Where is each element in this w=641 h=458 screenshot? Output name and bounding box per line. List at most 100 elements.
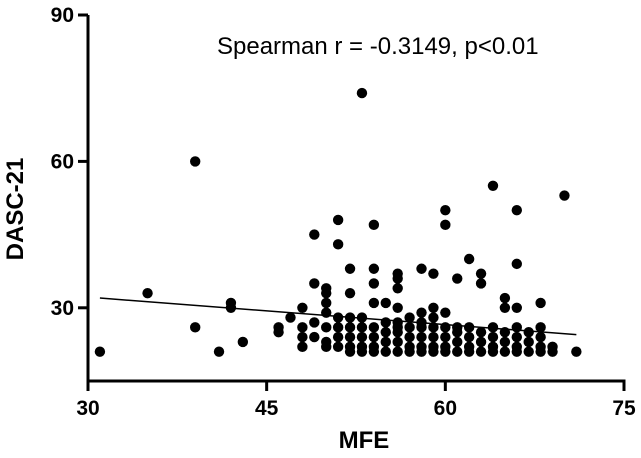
- x-tick-label: 75: [612, 397, 636, 420]
- data-point: [344, 312, 356, 323]
- data-point: [380, 317, 391, 328]
- data-point: [344, 263, 356, 274]
- data-point: [499, 336, 511, 348]
- data-point: [511, 331, 522, 343]
- data-point: [571, 346, 582, 357]
- x-tick-label: 60: [434, 397, 457, 420]
- data-point: [368, 219, 380, 231]
- data-point: [237, 336, 249, 348]
- data-point: [356, 331, 368, 343]
- data-point: [463, 253, 475, 265]
- data-point: [94, 346, 106, 357]
- y-tick-label: 30: [51, 297, 74, 320]
- data-point: [428, 346, 439, 357]
- data-point: [440, 219, 451, 231]
- data-point: [487, 180, 499, 191]
- data-point: [368, 278, 380, 289]
- data-point: [344, 287, 356, 299]
- data-point: [499, 346, 511, 357]
- data-point: [344, 331, 356, 343]
- axes: [86, 15, 626, 383]
- data-point: [380, 336, 391, 348]
- data-point: [511, 346, 522, 357]
- data-point: [535, 331, 546, 343]
- data-point: [392, 273, 403, 284]
- data-point: [535, 346, 546, 357]
- data-point: [559, 190, 570, 201]
- data-point: [416, 331, 427, 343]
- data-point: [463, 331, 475, 343]
- data-point: [368, 331, 380, 343]
- data-point: [452, 273, 463, 284]
- data-point: [392, 302, 403, 313]
- data-point: [356, 312, 368, 323]
- data-point: [416, 322, 427, 333]
- data-point: [428, 268, 439, 279]
- data-point: [285, 312, 296, 323]
- data-point: [499, 302, 511, 313]
- data-point: [511, 302, 522, 313]
- data-point: [225, 302, 237, 313]
- data-point: [416, 307, 427, 318]
- x-tick-label: 45: [255, 397, 279, 420]
- data-point: [309, 229, 320, 240]
- x-axis-title: MFE: [339, 427, 390, 454]
- data-point: [475, 268, 487, 279]
- data-point: [404, 331, 415, 343]
- data-point: [499, 292, 511, 304]
- data-point: [332, 322, 344, 333]
- data-point: [511, 205, 522, 216]
- data-point: [190, 156, 201, 167]
- data-point: [297, 302, 308, 313]
- data-point: [475, 336, 487, 348]
- x-tick-label: 30: [76, 397, 99, 420]
- data-point: [380, 327, 391, 338]
- data-point: [463, 346, 475, 357]
- data-point: [463, 322, 475, 333]
- data-point: [392, 327, 403, 338]
- points: [94, 87, 582, 357]
- data-point: [142, 287, 153, 299]
- data-point: [440, 331, 451, 343]
- data-point: [321, 297, 332, 309]
- data-point: [428, 322, 439, 333]
- data-point: [440, 307, 451, 318]
- data-point: [356, 87, 368, 99]
- data-point: [511, 322, 522, 333]
- data-point: [511, 258, 522, 270]
- data-point: [368, 322, 380, 333]
- data-point: [404, 322, 415, 333]
- data-point: [380, 346, 391, 357]
- data-point: [416, 346, 427, 357]
- data-point: [332, 312, 344, 323]
- data-point: [392, 346, 403, 357]
- data-point: [535, 297, 546, 309]
- data-point: [273, 327, 284, 338]
- data-point: [475, 327, 487, 338]
- data-point: [368, 263, 380, 274]
- data-point: [356, 322, 368, 333]
- data-point: [332, 341, 344, 353]
- data-point: [487, 346, 499, 357]
- data-point: [440, 205, 451, 216]
- data-point: [321, 341, 332, 353]
- data-point: [487, 331, 499, 343]
- data-point: [356, 346, 368, 357]
- y-tick-label: 90: [51, 4, 74, 27]
- data-point: [452, 336, 463, 348]
- data-point: [309, 278, 320, 289]
- data-point: [297, 331, 308, 343]
- data-point: [344, 322, 356, 333]
- y-tick-label: 60: [51, 150, 74, 173]
- data-point: [475, 278, 487, 289]
- data-point: [332, 239, 344, 250]
- data-point: [416, 263, 427, 274]
- data-point: [428, 312, 439, 323]
- data-point: [404, 312, 415, 323]
- data-point: [523, 346, 534, 357]
- data-point: [368, 346, 380, 357]
- data-point: [297, 341, 308, 353]
- data-point: [475, 346, 487, 357]
- data-point: [452, 346, 463, 357]
